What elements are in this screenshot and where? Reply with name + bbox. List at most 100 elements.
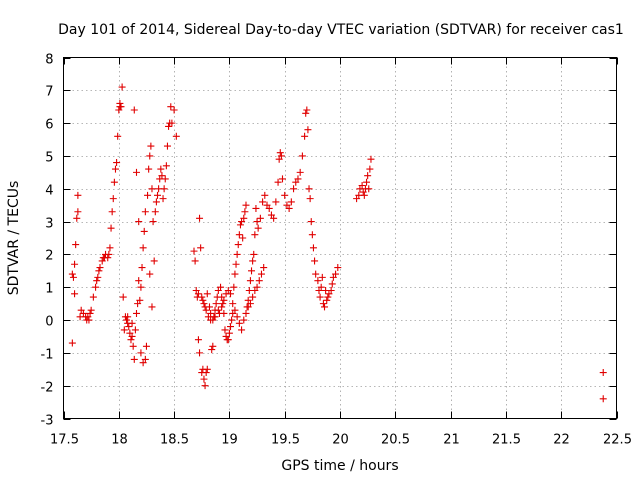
data-point-marker: [236, 221, 244, 229]
data-point-marker: [68, 339, 76, 347]
y-tick-labels: -3 -2 -1 0 1 2 3 4 5 6 7 8: [41, 53, 54, 429]
y-tick-label: 8: [45, 53, 53, 68]
data-point-marker: [111, 165, 119, 173]
data-point-marker: [242, 309, 250, 317]
data-point-marker: [106, 244, 114, 252]
data-point-marker: [278, 175, 286, 183]
x-tick-label: 19: [221, 433, 238, 448]
data-point-marker: [203, 290, 211, 298]
x-tick-label: 21.5: [492, 433, 521, 448]
data-point-marker: [246, 277, 254, 285]
data-point-marker: [199, 296, 207, 304]
data-point-marker: [308, 231, 316, 239]
data-point-marker: [139, 359, 147, 367]
data-point-marker: [277, 152, 285, 160]
data-point-marker: [163, 142, 171, 150]
data-point-marker: [116, 99, 124, 107]
data-point-marker: [364, 172, 372, 180]
data-point-marker: [252, 204, 260, 212]
data-point-marker: [211, 313, 219, 321]
data-point-marker: [118, 83, 126, 91]
data-point-marker: [328, 280, 336, 288]
data-point-marker: [334, 264, 342, 272]
x-tick-label: 22.5: [603, 433, 632, 448]
data-point-marker: [158, 172, 166, 180]
data-point-marker: [167, 103, 175, 111]
data-point-marker: [165, 122, 173, 130]
data-point-marker: [228, 316, 236, 324]
y-tick-label: 2: [45, 249, 53, 264]
data-point-marker: [137, 349, 145, 357]
data-point-marker: [255, 277, 263, 285]
data-point-marker: [307, 218, 315, 226]
data-point-marker: [138, 264, 146, 272]
data-point-marker: [190, 247, 198, 255]
data-point-marker: [144, 191, 152, 199]
y-tick-label: 5: [45, 151, 53, 166]
data-point-marker: [212, 300, 220, 308]
data-point-marker: [257, 270, 265, 278]
data-point-marker: [128, 319, 136, 327]
data-point-marker: [146, 270, 154, 278]
data-point-marker: [128, 332, 136, 340]
data-point-marker: [209, 342, 217, 350]
data-point-marker: [231, 270, 239, 278]
data-point-marker: [151, 208, 159, 216]
data-point-marker: [96, 264, 104, 272]
data-point-marker: [225, 329, 233, 337]
data-point-marker: [327, 287, 335, 295]
y-tick-label: -1: [41, 348, 54, 363]
data-point-marker: [363, 178, 371, 186]
x-tick-label: 20.5: [381, 433, 410, 448]
data-point-marker: [304, 126, 312, 134]
data-points: [68, 83, 607, 403]
data-point-marker: [137, 283, 145, 291]
data-point-marker: [309, 244, 317, 252]
data-point-marker: [117, 103, 125, 111]
data-point-marker: [74, 191, 82, 199]
data-point-marker: [196, 349, 204, 357]
data-point-marker: [281, 191, 289, 199]
data-point-marker: [92, 283, 100, 291]
y-tick-label: -3: [41, 414, 54, 429]
data-point-marker: [131, 326, 139, 334]
data-point-marker: [318, 273, 326, 281]
data-point-marker: [108, 208, 116, 216]
data-point-marker: [123, 316, 131, 324]
data-point-marker: [120, 326, 128, 334]
data-point-marker: [150, 257, 158, 265]
data-point-marker: [253, 218, 261, 226]
y-tick-label: -2: [41, 381, 54, 396]
y-tick-label: 1: [45, 282, 53, 297]
axis-ticks: [63, 57, 618, 420]
data-point-marker: [305, 185, 313, 193]
x-tick-label: 22: [553, 433, 570, 448]
data-point-marker: [141, 208, 149, 216]
data-point-marker: [162, 162, 170, 170]
y-axis-label: SDTVAR / TECUs: [6, 181, 22, 296]
data-point-marker: [231, 306, 239, 314]
data-point-marker: [136, 296, 144, 304]
data-point-marker: [227, 323, 235, 331]
data-point-marker: [95, 267, 103, 275]
data-point-marker: [246, 300, 254, 308]
data-point-marker: [599, 369, 607, 377]
data-point-marker: [139, 244, 147, 252]
data-point-marker: [250, 250, 258, 258]
data-point-marker: [73, 214, 81, 222]
data-point-marker: [217, 283, 225, 291]
x-tick-label: 18: [111, 433, 128, 448]
data-point-marker: [152, 198, 160, 206]
data-point-marker: [159, 195, 167, 203]
data-point-marker: [303, 106, 311, 114]
data-point-marker: [294, 175, 302, 183]
data-point-marker: [260, 264, 268, 272]
data-point-marker: [256, 214, 264, 222]
data-point-marker: [125, 323, 133, 331]
data-point-marker: [149, 218, 157, 226]
data-point-marker: [312, 270, 320, 278]
data-point-marker: [253, 283, 261, 291]
data-point-marker: [224, 336, 232, 344]
data-point-marker: [135, 277, 143, 285]
data-point-marker: [109, 195, 117, 203]
